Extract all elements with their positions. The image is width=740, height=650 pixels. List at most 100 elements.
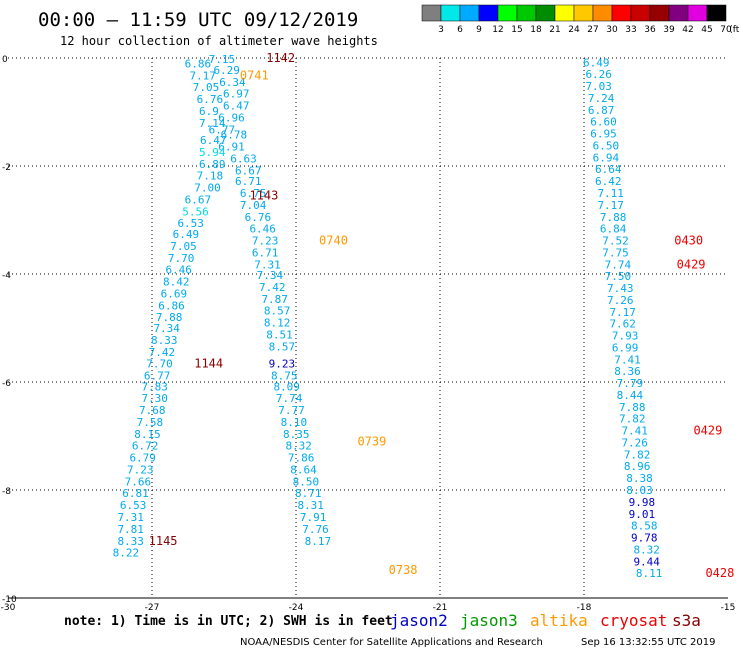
data-point-s3a: 6.46 xyxy=(249,223,276,236)
data-point-s3a: 6.63 xyxy=(230,152,256,165)
data-point-s3a: 6.86 xyxy=(185,57,212,70)
data-point-s3a: 6.97 xyxy=(223,88,250,101)
data-point-s3a: 8.51 xyxy=(266,328,293,341)
data-point-s3a: 6.67 xyxy=(235,164,261,177)
data-point-cryosat: 6.49 xyxy=(583,56,610,69)
data-point-altika: 7.86 xyxy=(288,452,315,465)
colorbar-swatch xyxy=(421,4,442,22)
data-point-cryosat: 6.94 xyxy=(593,151,620,164)
legend-item-s3a: s3a xyxy=(672,611,701,630)
x-tick-label: -21 xyxy=(433,603,448,613)
data-point-cryosat: 9.98 xyxy=(629,496,656,509)
colorbar-label: 15 xyxy=(511,25,522,35)
data-point-cryosat: 6.42 xyxy=(595,175,622,188)
data-point-altika: 8.32 xyxy=(285,440,312,453)
data-point-s3a: 8.57 xyxy=(264,305,291,318)
colorbar-swatch xyxy=(687,4,708,22)
y-tick-label: -2 xyxy=(2,163,11,173)
legend-item-jason2: jason2 xyxy=(390,611,448,630)
data-point-s3a: 6.47 xyxy=(223,100,250,113)
colorbar-swatch xyxy=(611,4,632,22)
data-point-s3a: 7.42 xyxy=(259,281,286,294)
time-label-altika: 0739 xyxy=(357,434,386,448)
data-point-cryosat: 8.32 xyxy=(633,543,660,556)
time-label-altika: 0741 xyxy=(240,68,269,82)
x-tick-label: -27 xyxy=(145,603,160,613)
data-point-cryosat: 7.26 xyxy=(621,436,648,449)
colorbar-label: 30 xyxy=(606,25,618,35)
data-point-cryosat: 7.52 xyxy=(602,235,629,248)
data-point-cryosat: 7.41 xyxy=(614,353,641,366)
data-point-s3a: 8.42 xyxy=(163,276,190,289)
data-point-cryosat: 7.79 xyxy=(617,377,644,390)
colorbar-label: 70 xyxy=(720,25,732,35)
data-point-s3a: 7.88 xyxy=(156,311,183,324)
colorbar-swatch xyxy=(668,4,689,22)
colorbar-label: 33 xyxy=(625,25,636,35)
time-label-altika: 0740 xyxy=(319,234,348,248)
colorbar-swatch xyxy=(630,4,651,22)
data-point-s3a: 6.47 xyxy=(200,134,227,147)
data-point-cryosat: 6.84 xyxy=(600,223,627,236)
data-point-s3a: 7.31 xyxy=(117,511,144,524)
data-point-cryosat: 7.82 xyxy=(619,413,646,426)
time-label-s3a: 1142 xyxy=(266,51,295,65)
data-point-s3a: 7.05 xyxy=(170,240,197,253)
data-point-cryosat: 7.24 xyxy=(588,92,615,105)
data-point-cryosat: 7.62 xyxy=(609,318,636,331)
colorbar-label: 18 xyxy=(530,25,542,35)
data-point-altika: 8.71 xyxy=(295,487,322,500)
data-point-altika: 8.64 xyxy=(290,463,317,476)
y-tick-label: 0 xyxy=(2,55,8,65)
data-point-s3a: 7.04 xyxy=(240,199,267,212)
data-point-s3a: 7.23 xyxy=(252,235,279,248)
data-point-cryosat: 9.44 xyxy=(633,555,660,568)
data-point-s3a: 6.72 xyxy=(132,440,159,453)
legend-item-altika: altika xyxy=(530,611,588,630)
y-tick-label: -6 xyxy=(2,379,11,389)
data-point-cryosat: 8.11 xyxy=(636,567,663,580)
data-point-cryosat: 7.93 xyxy=(612,330,639,343)
data-point-cryosat: 6.60 xyxy=(590,116,617,129)
data-point-cryosat: 6.64 xyxy=(595,163,622,176)
data-point-s3a: 6.81 xyxy=(122,487,148,500)
data-point-s3a: 7.14 xyxy=(199,117,226,130)
data-point-altika: 7.91 xyxy=(300,511,327,524)
data-point-cryosat: 7.82 xyxy=(624,448,651,461)
data-point-s3a: 6.77 xyxy=(144,370,171,383)
time-label-cryosat: 0429 xyxy=(693,424,722,438)
data-point-s3a: 6.89 xyxy=(199,158,226,171)
data-point-s3a: 7.83 xyxy=(141,380,168,393)
data-point-s3a: 6.71 xyxy=(252,246,279,259)
time-label-cryosat: 0428 xyxy=(705,566,734,580)
data-point-s3a: 6.91 xyxy=(218,141,245,154)
data-point-s3a: 6.29 xyxy=(213,64,240,77)
colorbar-label: 39 xyxy=(663,25,675,35)
colorbar-label: 9 xyxy=(476,25,482,35)
data-point-s3a: 6.49 xyxy=(173,228,200,241)
colorbar-swatch xyxy=(554,4,575,22)
time-label-cryosat: 0429 xyxy=(677,257,706,271)
colorbar-label: 12 xyxy=(492,25,503,35)
colorbar-label: 21 xyxy=(549,25,560,35)
footer-credit: NOAA/NESDIS Center for Satellite Applica… xyxy=(240,637,543,648)
data-point-cryosat: 6.87 xyxy=(588,104,615,117)
time-label-altika: 0738 xyxy=(389,563,418,577)
time-label-s3a: 1145 xyxy=(149,534,178,548)
data-point-cryosat: 7.88 xyxy=(600,211,627,224)
data-point-altika: 7.77 xyxy=(278,404,305,417)
colorbar-swatch xyxy=(440,4,461,22)
page-title: 00:00 – 11:59 UTC 09/12/2019 xyxy=(38,9,358,31)
data-point-s3a: 7.66 xyxy=(125,475,152,488)
time-labels: 1142 1143 1144 1145 0741 0740 0739 0738 0430 0429… xyxy=(149,51,735,580)
data-point-altika: 8.10 xyxy=(281,416,308,429)
x-tick-label: -18 xyxy=(577,603,592,613)
axes: -30 -27 -24 -21 -18 -15 0 -2 -4 -6 -8 -10 xyxy=(1,55,736,613)
y-tick-label: -8 xyxy=(2,487,11,497)
y-tick-label: -10 xyxy=(2,595,17,605)
data-point-s3a: 7.00 xyxy=(194,182,221,195)
colorbar-swatch xyxy=(459,4,480,22)
data-point-s3a: 7.70 xyxy=(168,252,195,265)
data-point-s3a: 7.87 xyxy=(261,293,288,306)
data-point-s3a: 7.05 xyxy=(193,81,220,94)
